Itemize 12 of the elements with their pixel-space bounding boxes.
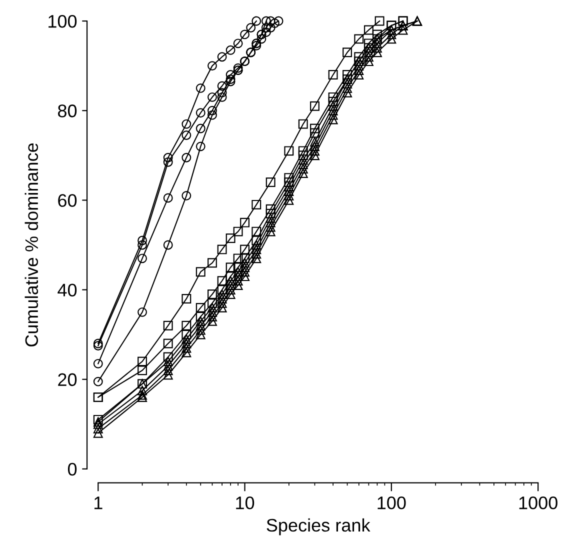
x-tick-label: 1 — [94, 496, 102, 510]
y-axis-title: Cumulative % dominance — [24, 143, 38, 346]
x-tick-label: 100 — [378, 496, 406, 510]
y-tick-label: 20 — [58, 373, 77, 386]
y-tick-label: 0 — [68, 462, 77, 476]
x-axis-title: Species rank — [266, 518, 370, 536]
y-tick-label: 60 — [58, 194, 77, 207]
x-tick-label: 10 — [236, 496, 254, 510]
y-tick-label: 100 — [48, 14, 77, 28]
y-tick-label: 40 — [58, 284, 77, 296]
x-tick-label: 1000 — [519, 496, 558, 510]
y-tick-label: 80 — [58, 104, 77, 118]
